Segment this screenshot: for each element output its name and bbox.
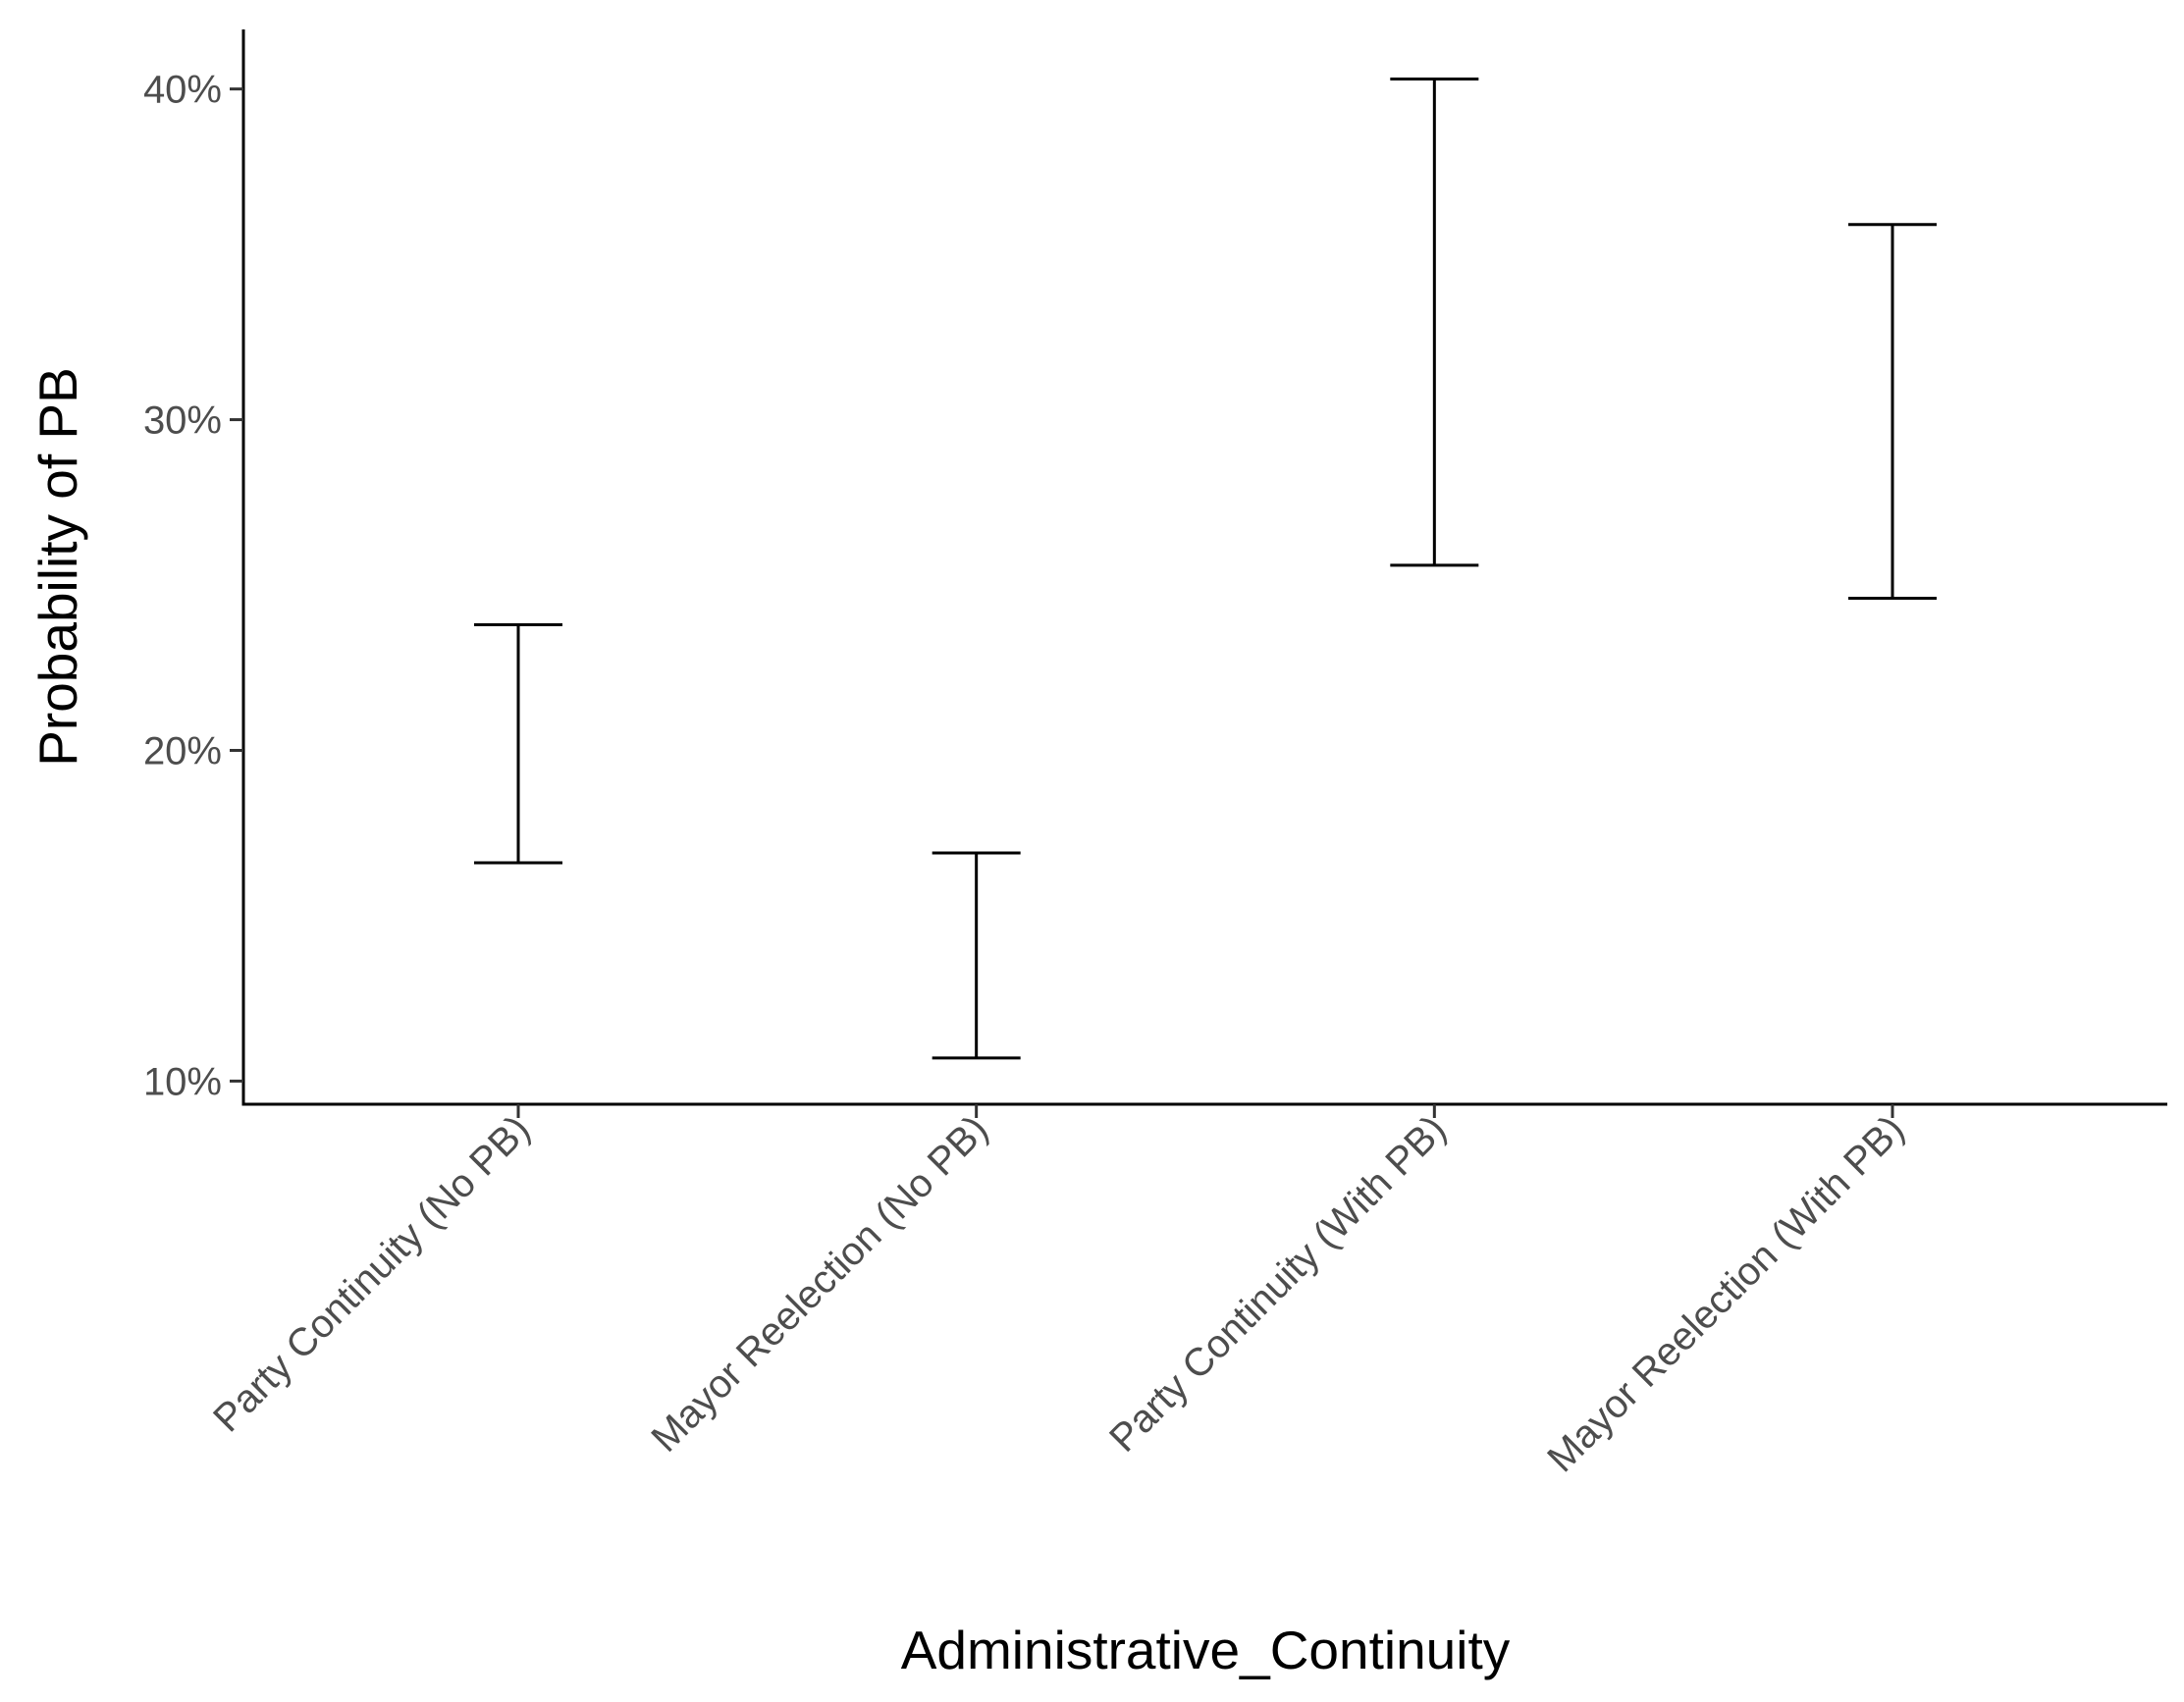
plot-area: 10% 20% 30% 40% Party Continuity (No PB) May… <box>143 29 2167 1480</box>
errorbar <box>1848 223 1937 601</box>
x-tick-label: Party Continuity (No PB) <box>205 1107 538 1440</box>
errorbars <box>474 78 1937 1060</box>
x-tick-label: Mayor Reelection (No PB) <box>643 1107 996 1461</box>
y-axis-title: Probability of PB <box>27 367 88 767</box>
y-tick-label: 20% <box>143 729 222 772</box>
errorbar <box>1390 78 1479 567</box>
x-axis-title: Administrative_Continuity <box>901 1620 1511 1680</box>
y-tick-label: 30% <box>143 399 222 443</box>
y-axis-ticks: 10% 20% 30% 40% <box>143 69 243 1103</box>
x-axis-ticks: Party Continuity (No PB) Mayor Reelection… <box>205 1104 1912 1480</box>
x-tick-label: Mayor Reelection (With PB) <box>1539 1107 1912 1480</box>
y-tick-label: 40% <box>143 69 222 112</box>
errorbar <box>474 622 562 865</box>
errorbar <box>932 851 1021 1060</box>
x-tick-label: Party Continuity (With PB) <box>1101 1107 1455 1461</box>
y-tick-label: 10% <box>143 1060 222 1103</box>
